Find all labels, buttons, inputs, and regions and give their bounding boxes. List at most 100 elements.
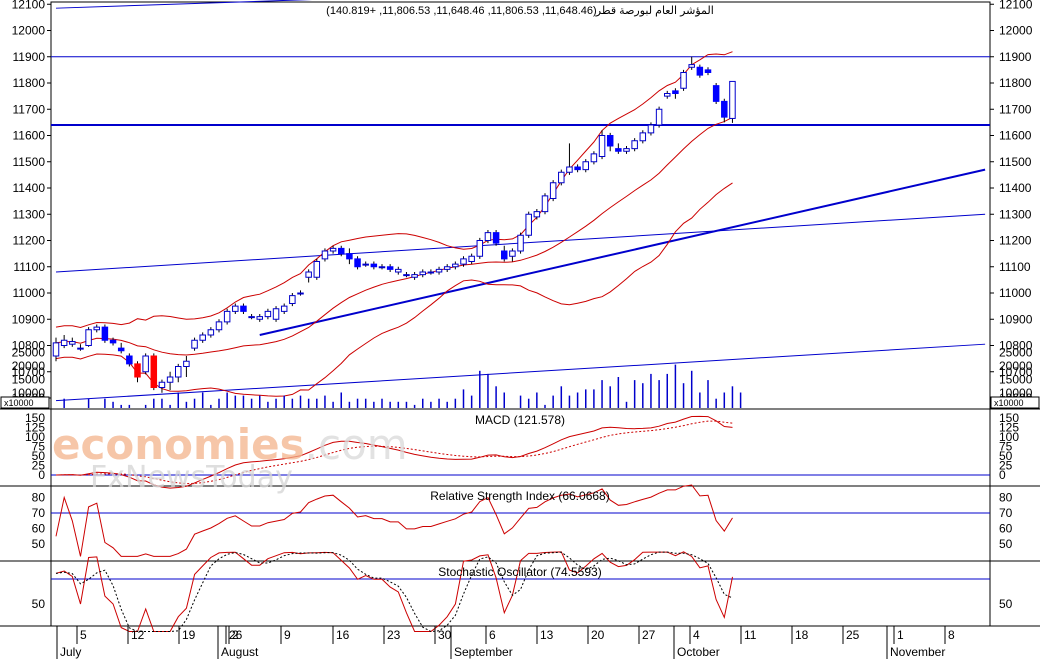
rsi-label: Relative Strength Index (66.0668)	[430, 489, 609, 503]
price-tick-label-right: 11200	[999, 234, 1032, 248]
candle-body-up	[313, 261, 321, 278]
candle-body-up	[69, 341, 76, 345]
stochastic-panel: 50 50 Stochastic Oscillator (74.5593)	[32, 551, 1013, 633]
candle	[207, 327, 215, 338]
candle-body-down	[672, 90, 679, 94]
candle	[117, 342, 125, 354]
candle-body-up	[395, 268, 402, 273]
candle	[517, 232, 524, 254]
candle	[427, 269, 435, 275]
candle-body-up	[680, 72, 687, 89]
candle-body-up	[289, 295, 296, 304]
macd-tick-label-left: 125	[25, 421, 45, 435]
candle	[631, 138, 638, 152]
macd-tick-label-left: 25	[32, 459, 46, 473]
price-tick-label-right: 11900	[999, 50, 1032, 64]
candle	[240, 303, 247, 314]
candle	[704, 67, 712, 76]
x-tick-label: 6	[489, 628, 496, 642]
candle	[175, 363, 182, 383]
price-panel: 1060010600107001070010800108001090010900…	[12, 0, 1033, 405]
candle-body-down	[346, 253, 353, 260]
price-tick-label-left: 11400	[13, 181, 46, 195]
price-tick-label-right: 11800	[999, 76, 1032, 90]
volume-unit-box-left	[0, 396, 50, 409]
candle	[395, 266, 402, 275]
candle	[443, 264, 451, 272]
candle	[647, 122, 655, 136]
month-label: September	[454, 645, 513, 659]
x-tick-label: 16	[336, 628, 350, 642]
volume-unit-box-right	[990, 396, 1040, 409]
candle-body-up	[280, 305, 288, 312]
macd-signal-line	[55, 420, 733, 485]
candle-body-up	[443, 266, 451, 270]
price-tick-label-left: 11600	[13, 129, 46, 143]
month-label: November	[890, 645, 945, 659]
candle	[134, 361, 141, 383]
candle-body-down	[150, 355, 158, 388]
price-tick-label-left: 11300	[13, 207, 46, 221]
candle-body-down	[354, 258, 361, 268]
candle	[280, 303, 288, 314]
candle-body-down	[696, 66, 704, 76]
candle	[452, 261, 459, 270]
candle-body-up	[598, 135, 606, 157]
price-tick-label-left: 11000	[13, 286, 46, 300]
candle	[191, 337, 198, 351]
candle	[215, 319, 223, 333]
candle-body-up	[183, 360, 190, 367]
candle	[435, 266, 443, 275]
price-tick-label-left: 12100	[12, 0, 46, 11]
candle-body-up	[52, 342, 60, 357]
price-tick-label-right: 10700	[999, 365, 1033, 379]
candle-body-up	[256, 316, 263, 320]
x-tick-label: 12	[131, 628, 145, 642]
price-tick-label-left: 11900	[13, 50, 46, 64]
price-tick-label-left: 11200	[13, 234, 46, 248]
candle-body-up	[729, 80, 736, 119]
candle-body-up	[419, 271, 426, 276]
candle	[574, 164, 581, 173]
price-tick-label-right: 10900	[999, 312, 1033, 326]
candle	[60, 335, 68, 349]
candle-body-down	[704, 69, 712, 73]
candle	[525, 211, 532, 238]
candle	[346, 248, 353, 265]
candle-body-up	[484, 232, 492, 241]
candle-body-up	[191, 339, 198, 349]
candle	[256, 314, 263, 322]
candle-body-down	[386, 266, 394, 270]
candle-body-up	[378, 266, 386, 269]
candle	[289, 293, 296, 307]
candle-body-down	[615, 148, 622, 152]
volume-tick-label-left: 25000	[12, 346, 46, 360]
macd-tick-label-left: 0	[38, 468, 45, 482]
price-tick-label-left: 10900	[12, 312, 46, 326]
price-tick-label-right: 11100	[999, 260, 1031, 274]
macd-tick-label-right: 0	[999, 468, 1006, 482]
candle-body-down	[126, 355, 133, 365]
candle	[549, 180, 557, 202]
rsi-tick-label-right: 50	[999, 537, 1013, 551]
candle	[721, 98, 728, 123]
candle	[509, 248, 516, 262]
price-tick-label-left: 10700	[12, 365, 46, 379]
chart-frame	[0, 1, 1040, 627]
candle	[109, 337, 117, 346]
candle	[712, 83, 720, 104]
candle-body-up	[631, 140, 638, 150]
candle-body-up	[232, 305, 239, 312]
price-tick-label-right: 11600	[999, 129, 1032, 143]
candle	[248, 314, 255, 320]
candle	[460, 256, 467, 267]
x-tick-label: 19	[182, 628, 196, 642]
price-tick-label-left: 10800	[12, 339, 46, 353]
bollinger-middle	[55, 116, 733, 356]
candle	[729, 80, 736, 123]
candle-body-up	[142, 355, 149, 373]
candle-body-up	[509, 250, 516, 257]
volume-unit-right: x10000	[994, 398, 1024, 408]
